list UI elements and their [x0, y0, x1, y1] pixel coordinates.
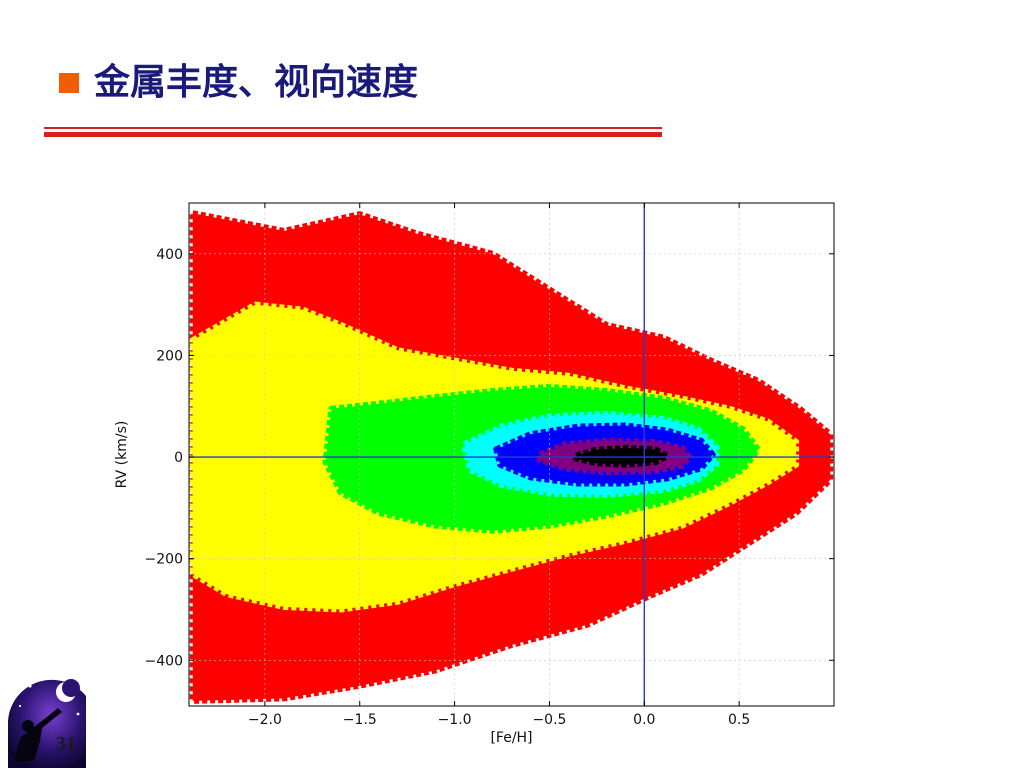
x-tick-label: 0.5 — [728, 712, 750, 728]
y-tick-label: 400 — [156, 247, 183, 263]
y-tick-label: −400 — [145, 653, 183, 669]
y-tick-label: −200 — [145, 552, 183, 568]
x-tick-label: −2.0 — [248, 712, 282, 728]
slide-title: 金属丰度、视向速度 — [94, 62, 419, 103]
title-underline-thick — [44, 132, 662, 137]
x-tick-label: −0.5 — [532, 712, 566, 728]
y-axis-label: RV (km/s) — [114, 421, 130, 489]
x-tick-label: −1.0 — [438, 712, 472, 728]
y-tick-label: 0 — [174, 450, 183, 466]
x-tick-label: −1.5 — [343, 712, 377, 728]
x-tick-label: 0.0 — [633, 712, 655, 728]
title-underline-thin — [44, 127, 662, 129]
y-tick-label: 200 — [156, 348, 183, 364]
x-axis-label: [Fe/H] — [490, 730, 532, 746]
plot-frame — [188, 202, 835, 707]
page-number: 31 — [56, 733, 76, 755]
observatory-logo-icon — [8, 676, 86, 768]
title-bullet-square — [59, 73, 79, 93]
